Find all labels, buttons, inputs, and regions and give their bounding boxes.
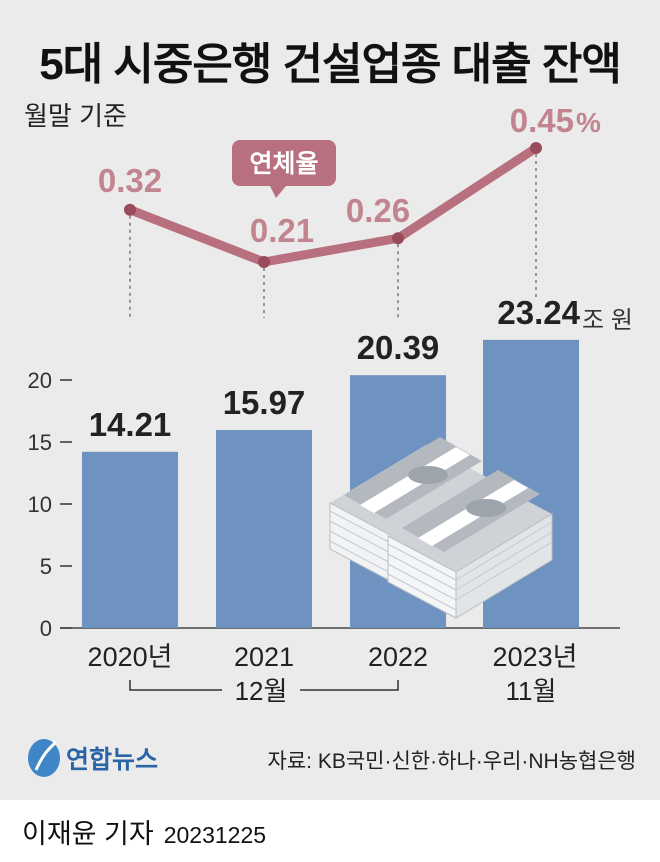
rate-legend-callout: 연체율 — [232, 140, 336, 198]
y-tick-label: 5 — [40, 554, 52, 579]
rate-legend-label: 연체율 — [249, 150, 318, 178]
y-tick-label: 20 — [28, 368, 52, 393]
source-note: 자료: KB국민·신한·하나·우리·NH농협은행 — [268, 750, 636, 773]
rate-unit-label: % — [576, 107, 601, 138]
bar-value-label: 14.21 — [89, 406, 172, 443]
publish-date: 20231225 — [163, 822, 267, 848]
rate-value-label: 0.26 — [346, 192, 410, 229]
rate-value-labels: 0.32 0.21 0.26 0.45 — [98, 102, 574, 249]
logo-text: 연합뉴스 — [66, 746, 158, 774]
x-sublabel-11: 11월 — [506, 676, 557, 706]
y-tick-label: 10 — [28, 492, 52, 517]
money-stack-icon — [329, 437, 553, 619]
rate-point — [258, 256, 270, 268]
y-tick-label: 15 — [28, 430, 52, 455]
bar — [216, 429, 312, 628]
yonhap-logo: 연합뉴스 — [28, 739, 158, 777]
bar-value-label: 23.24 — [497, 294, 580, 331]
x-tick-label: 2022 — [368, 642, 428, 672]
reporter-name: 이재윤 기자 — [22, 819, 154, 849]
x-tick-label: 2021 — [234, 642, 294, 672]
byline: 이재윤 기자 20231225 — [22, 812, 266, 851]
rate-value-label: 0.21 — [250, 212, 314, 249]
footer-bar — [0, 800, 660, 862]
rate-line — [124, 142, 542, 268]
bar — [82, 451, 178, 628]
chart-title: 5대 시중은행 건설업종 대출 잔액 — [39, 40, 622, 89]
x-axis-labels: 2020년 2021 2022 2023년 — [88, 642, 578, 672]
bar-unit-label: 조 원 — [582, 307, 633, 334]
rate-value-label: 0.32 — [98, 162, 162, 199]
bar-value-labels: 14.21 15.97 20.39 23.24 — [89, 294, 581, 443]
rate-point — [124, 203, 136, 216]
x-tick-label: 2020년 — [88, 642, 173, 672]
x-tick-label: 2023년 — [493, 642, 578, 672]
bar-value-label: 15.97 — [223, 384, 306, 421]
rate-value-label: 0.45 — [510, 102, 574, 139]
y-tick-label: 0 — [40, 616, 52, 641]
basis-note: 월말 기준 — [24, 101, 127, 131]
dotted-guides — [129, 154, 537, 318]
chart-area: 0 5 10 15 20 — [28, 102, 636, 777]
bar-value-label: 20.39 — [357, 329, 440, 366]
x-sublabel-12: 12월 — [235, 676, 288, 706]
period-bracket — [129, 680, 399, 691]
rate-point — [530, 142, 542, 154]
y-axis: 0 5 10 15 20 — [28, 368, 620, 641]
rate-point — [392, 232, 404, 245]
rate-line-path — [125, 143, 541, 267]
